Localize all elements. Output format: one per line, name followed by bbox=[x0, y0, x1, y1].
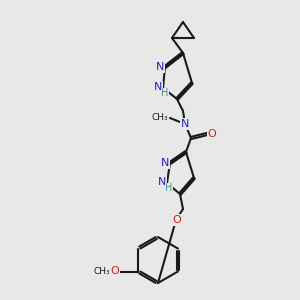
Text: H: H bbox=[165, 183, 173, 193]
Text: N: N bbox=[156, 62, 164, 72]
Text: N: N bbox=[154, 82, 162, 92]
Text: N: N bbox=[161, 158, 169, 168]
Text: O: O bbox=[172, 215, 182, 225]
Text: O: O bbox=[208, 129, 216, 139]
Text: N: N bbox=[158, 177, 166, 187]
Text: O: O bbox=[111, 266, 119, 277]
Text: CH₃: CH₃ bbox=[152, 112, 168, 122]
Text: N: N bbox=[181, 119, 189, 129]
Text: CH₃: CH₃ bbox=[94, 267, 110, 276]
Text: H: H bbox=[161, 88, 169, 98]
